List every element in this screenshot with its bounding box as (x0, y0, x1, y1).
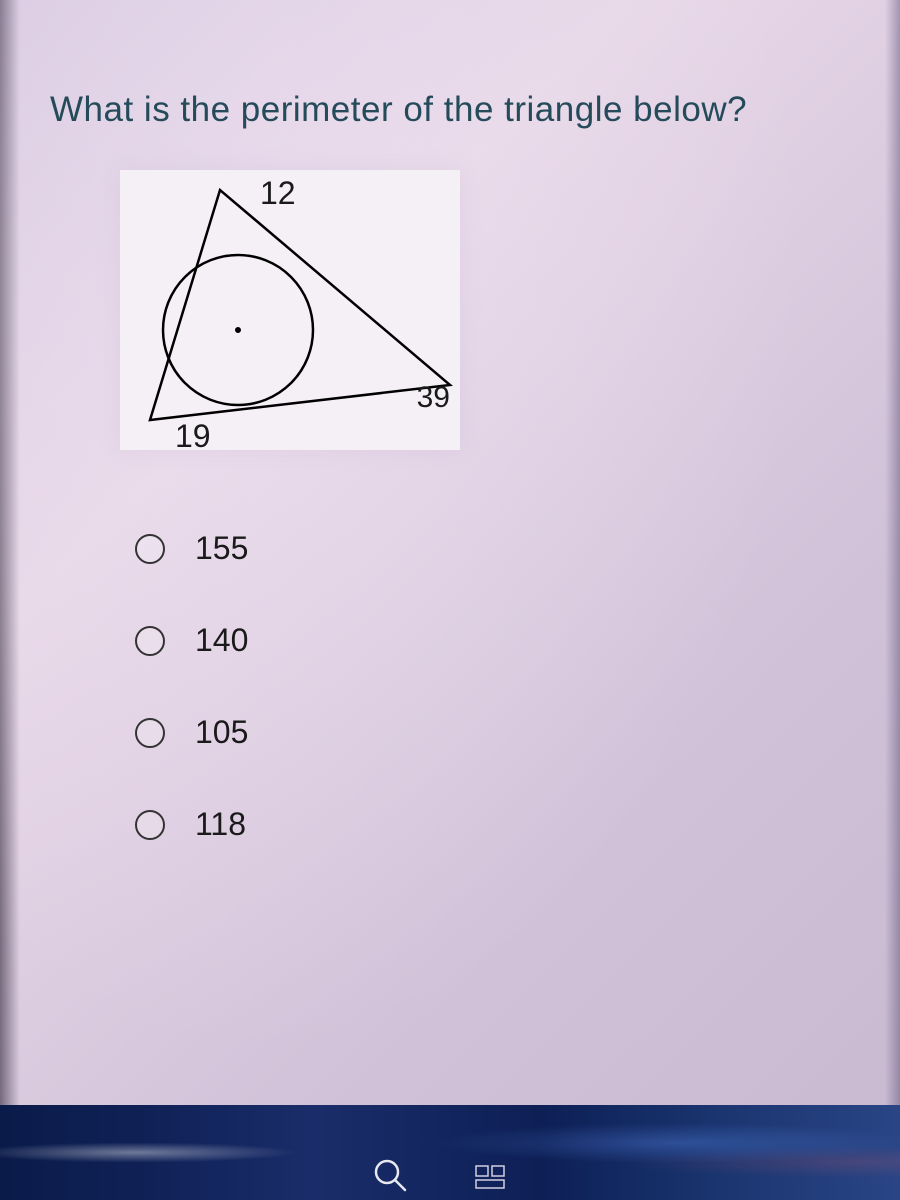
option-row-3[interactable]: 118 (135, 806, 850, 843)
option-label: 155 (195, 530, 248, 567)
answer-options: 155 140 105 118 (135, 530, 850, 843)
question-text: What is the perimeter of the triangle be… (50, 90, 850, 130)
radio-icon (135, 718, 165, 748)
radio-icon (135, 810, 165, 840)
radio-icon (135, 626, 165, 656)
diagram-label-top: 12 (260, 175, 296, 212)
geometry-svg (120, 170, 460, 450)
option-label: 140 (195, 622, 248, 659)
diagram-label-bottom: 19 (175, 418, 211, 455)
triangle-diagram: 12 39 19 (120, 170, 460, 450)
option-label: 118 (195, 806, 246, 843)
option-label: 105 (195, 714, 248, 751)
question-content-area: What is the perimeter of the triangle be… (0, 0, 900, 948)
option-row-0[interactable]: 155 (135, 530, 850, 567)
option-row-2[interactable]: 105 (135, 714, 850, 751)
radio-icon (135, 534, 165, 564)
windows-taskbar[interactable] (0, 1105, 900, 1200)
search-icon[interactable] (370, 1155, 410, 1195)
option-row-1[interactable]: 140 (135, 622, 850, 659)
taskbar-lens-flare (0, 1105, 900, 1200)
diagram-label-right: 39 (417, 381, 450, 415)
task-view-icon[interactable] (475, 1165, 505, 1190)
